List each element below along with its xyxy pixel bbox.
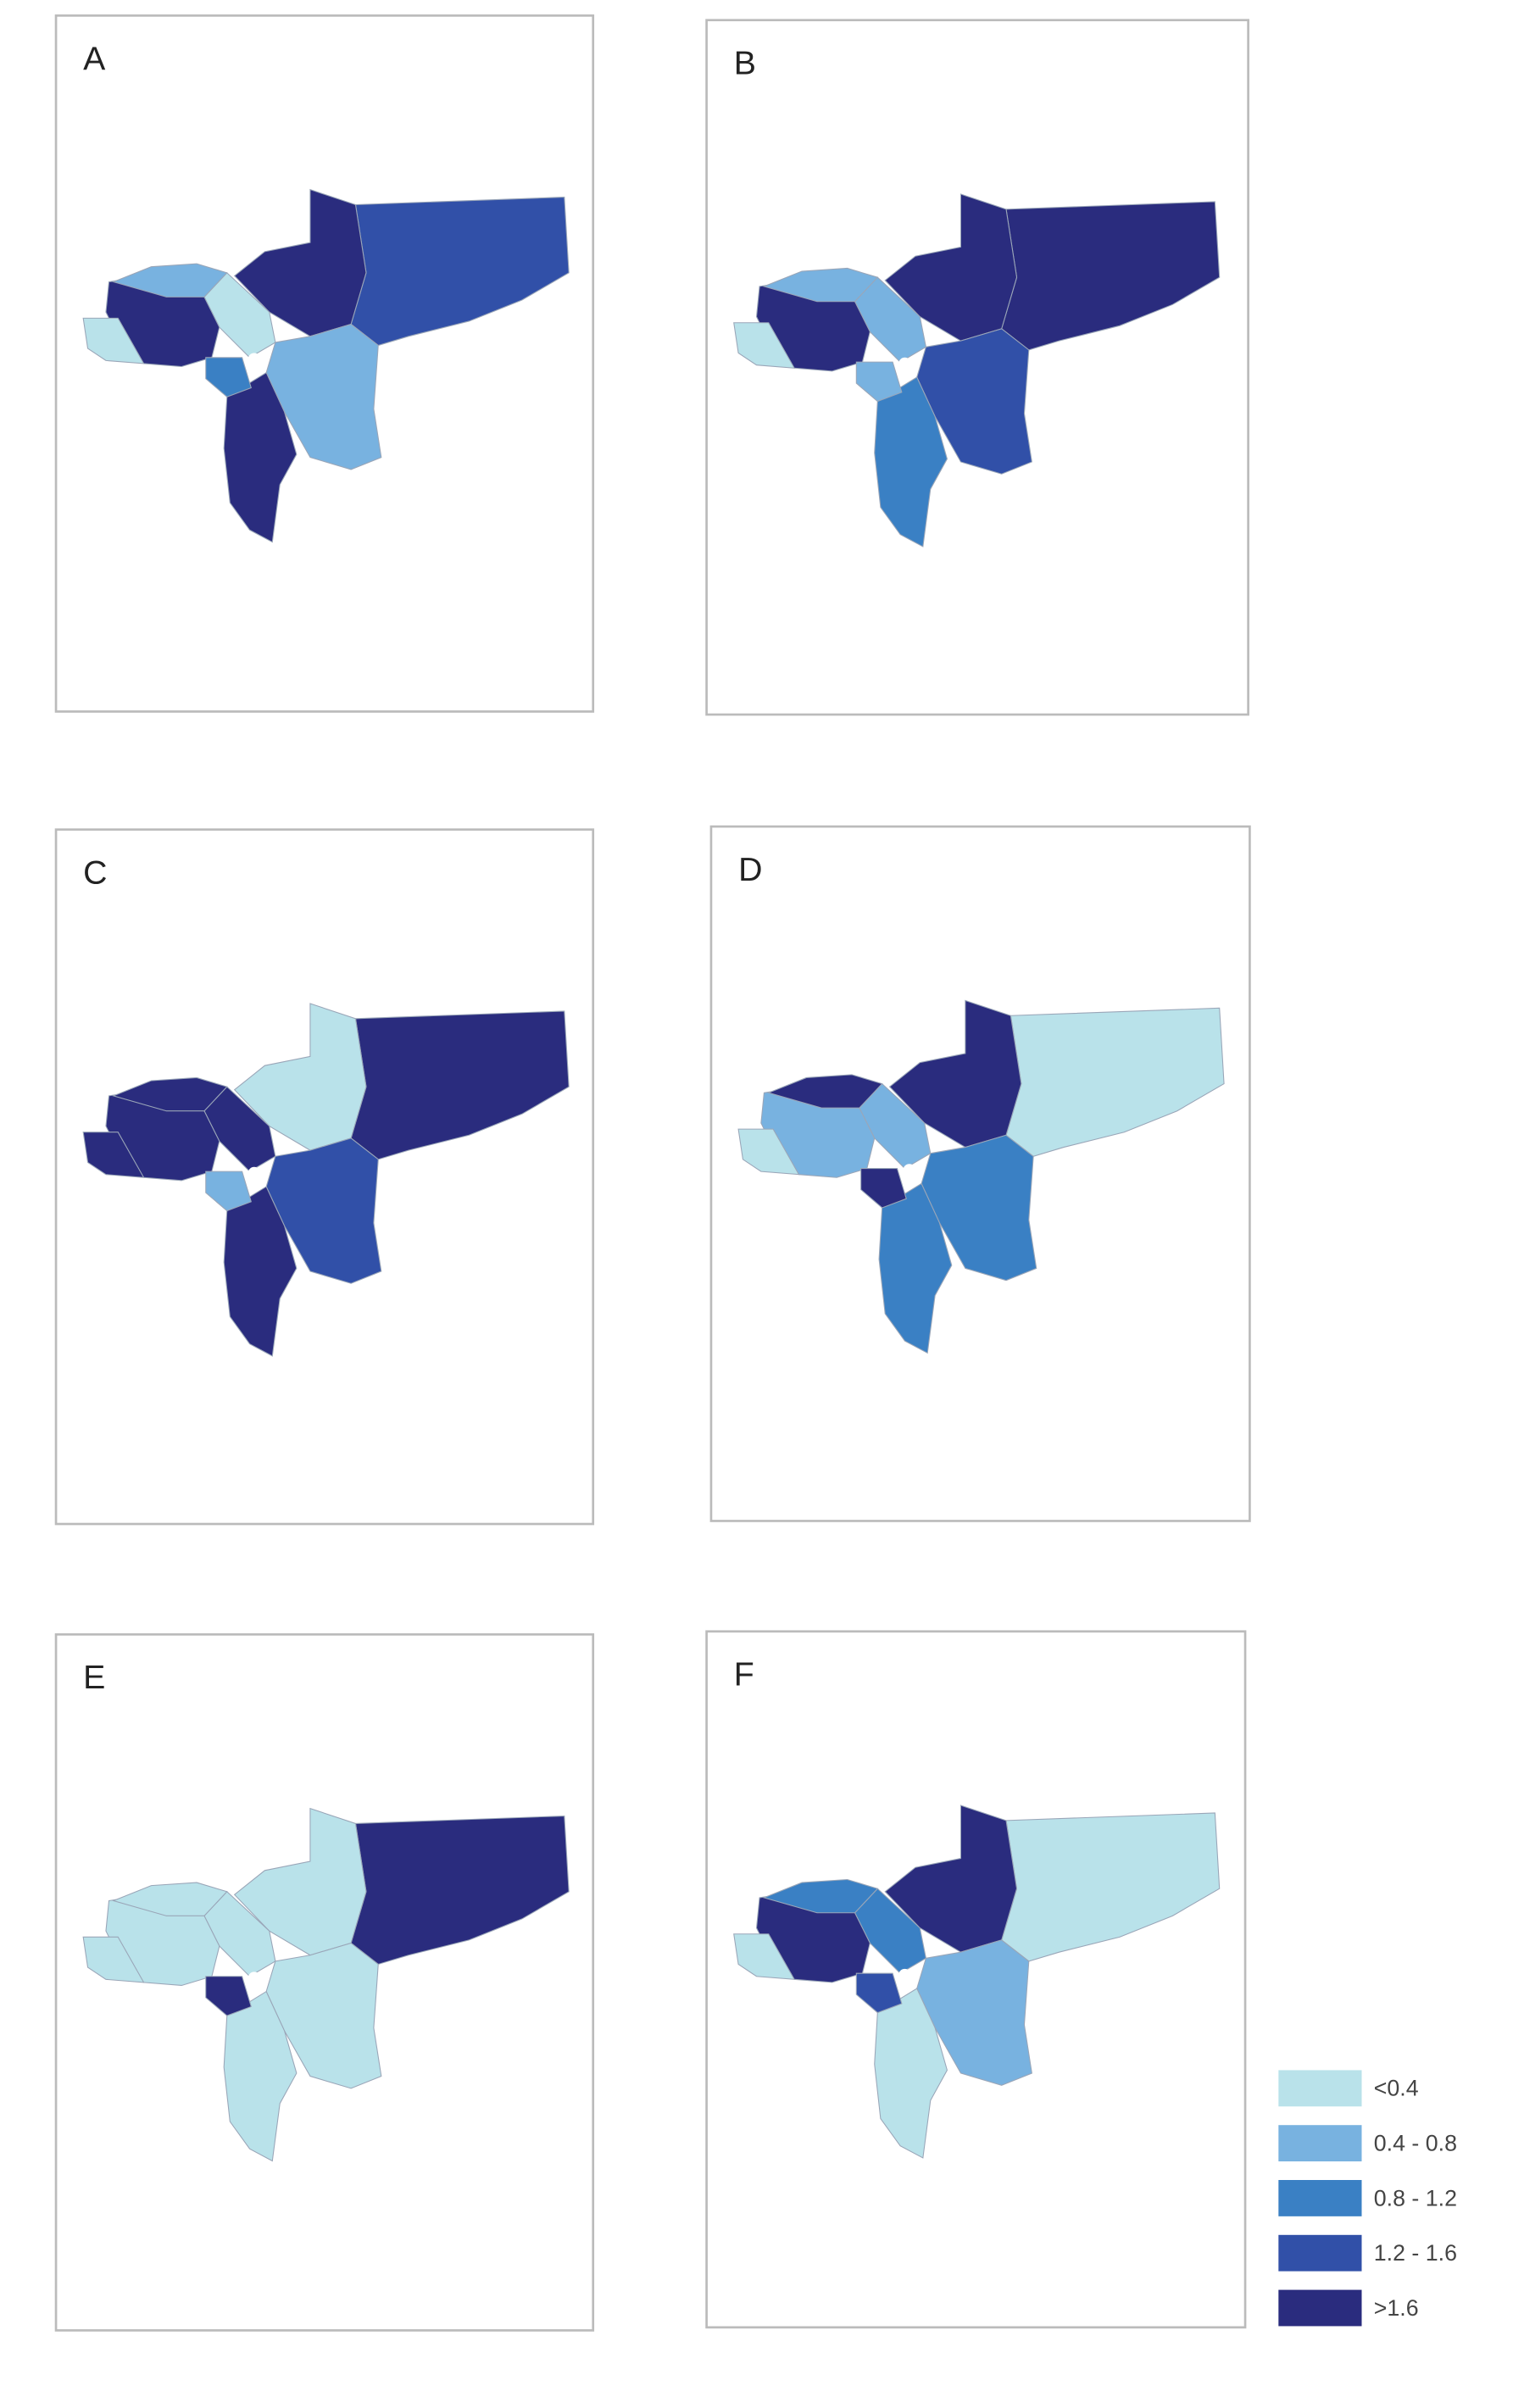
panel-label: A [83,40,106,77]
map-panel: E [54,1632,595,2332]
region [205,1171,252,1212]
region [223,1990,298,2162]
region-hole [248,1971,261,1984]
region [855,1972,903,2014]
legend-label: 0.4 - 0.8 [1374,2130,1457,2155]
map-panel: C [54,828,595,1526]
map-panel: D [709,825,1251,1522]
region [82,1936,145,1983]
region-hole [248,1166,261,1180]
region [205,1976,252,2016]
region-hole [898,1968,911,1982]
region [874,1988,948,2159]
region [233,1003,367,1151]
region [223,371,298,543]
region [205,357,252,398]
map-panel: B [705,19,1249,716]
legend-label: 0.8 - 1.2 [1374,2185,1457,2211]
region [112,1882,228,1916]
legend-swatch [1278,2125,1362,2162]
region [884,1805,1018,1953]
panel-label: C [83,854,107,892]
region [860,1168,907,1209]
region [888,999,1022,1148]
legend-label: 1.2 - 1.6 [1374,2240,1457,2266]
legend-swatch [1278,2234,1362,2272]
panel-label: E [83,1659,105,1696]
region [855,361,903,403]
panel-label: F [734,1656,754,1693]
region [233,1807,367,1956]
region [767,1074,883,1109]
region [884,193,1018,342]
panel-label: D [738,851,762,888]
region [112,1076,228,1112]
region [878,1182,953,1354]
region [82,317,145,364]
region [82,1132,145,1178]
region [762,267,879,303]
region [733,1933,796,1980]
region [112,263,228,298]
region [762,1878,879,1914]
region [874,376,948,548]
region-hole [248,353,261,365]
region [223,1186,298,1357]
legend-swatch [1278,2289,1362,2327]
legend-swatch [1278,2070,1362,2107]
legend-label: >1.6 [1374,2295,1419,2321]
map-panel: A [54,14,595,713]
region-hole [903,1164,915,1176]
region [737,1128,800,1176]
map-panel: F [705,1630,1247,2329]
region-hole [898,357,911,370]
region [733,322,796,369]
legend-label: <0.4 [1374,2076,1419,2101]
region [233,188,367,337]
panel-label: B [734,45,756,82]
legend-swatch [1278,2180,1362,2216]
